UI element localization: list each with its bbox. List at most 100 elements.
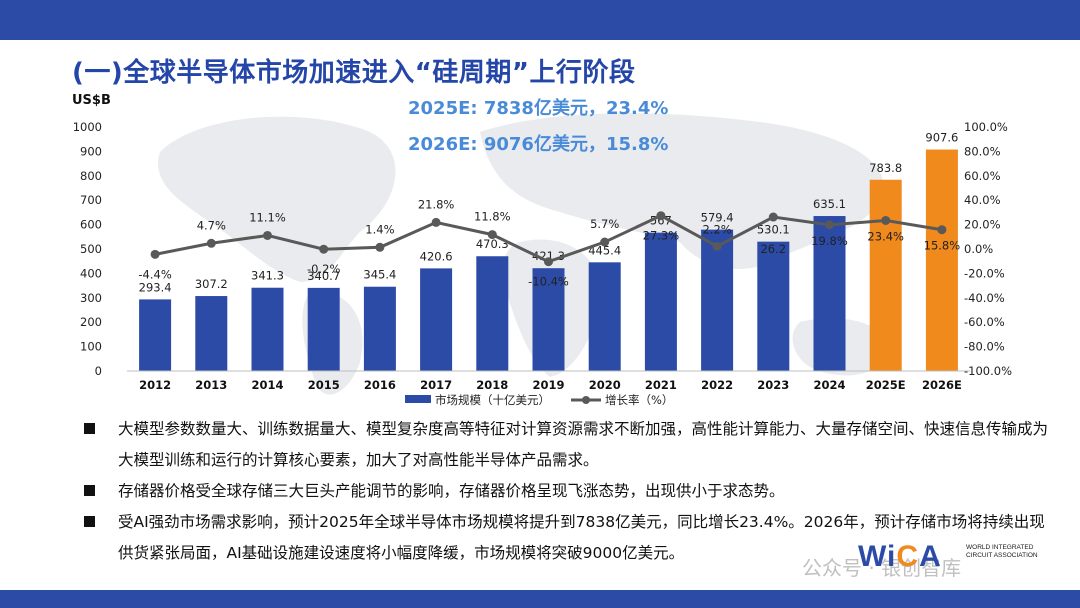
bar — [701, 229, 734, 371]
watermark: 公众号 · 银创智库 — [802, 556, 962, 580]
growth-rate-label: 4.7% — [197, 218, 226, 232]
left-axis-tick-label: 900 — [80, 144, 102, 158]
bar-value-label: 345.4 — [363, 268, 396, 282]
page-title: (一)全球半导体市场加速进入“硅周期”上行阶段 — [72, 58, 636, 88]
bar — [532, 268, 565, 371]
growth-rate-point — [825, 220, 834, 230]
bullet-square-icon — [84, 423, 95, 434]
bullet-text: 存储器价格受全球存储三大巨头产能调节的影响，存储器价格呈现飞涨态势，出现供小于求… — [118, 482, 785, 500]
bottom-band — [0, 590, 1080, 608]
x-axis-tick-label: 2021 — [645, 378, 677, 392]
x-axis-tick-label: 2013 — [195, 378, 227, 392]
bullet-item: 存储器价格受全球存储三大巨头产能调节的影响，存储器价格呈现飞涨态势，出现供小于求… — [84, 476, 1056, 507]
x-axis-tick-label: 2024 — [813, 378, 845, 392]
bullet-square-icon — [84, 516, 95, 527]
legend-bar-swatch — [405, 395, 431, 403]
x-axis-tick-label: 2017 — [420, 378, 452, 392]
bar-value-label: 635.1 — [813, 197, 846, 211]
right-axis-tick-label: 100.0% — [964, 120, 1008, 134]
right-axis-tick-label: 40.0% — [964, 193, 1001, 207]
growth-rate-label: 19.8% — [811, 234, 848, 248]
right-axis-tick-label: 0.0% — [964, 242, 993, 256]
x-axis-tick-label: 2014 — [251, 378, 283, 392]
growth-rate-point — [937, 225, 947, 235]
left-axis-tick-label: 500 — [80, 242, 102, 256]
bar-value-label: 445.4 — [588, 243, 621, 257]
legend-bar-label: 市场规模（十亿美元） — [435, 393, 550, 407]
right-axis-tick-label: 20.0% — [964, 218, 1001, 232]
growth-rate-point — [375, 242, 385, 252]
growth-rate-point — [150, 249, 160, 259]
bar — [925, 149, 958, 371]
right-axis-tick-label: -80.0% — [964, 340, 1005, 354]
bar-value-label: 783.8 — [869, 161, 902, 175]
bar — [195, 296, 228, 371]
growth-rate-point — [263, 230, 272, 240]
right-axis-tick-label: 60.0% — [964, 169, 1001, 183]
growth-rate-label: 23.4% — [867, 229, 904, 243]
bar — [307, 287, 340, 371]
growth-rate-label: -10.4% — [528, 275, 569, 289]
bar — [420, 268, 453, 371]
x-axis-tick-label: 2026E — [922, 378, 962, 392]
growth-rate-label: 27.3% — [643, 229, 680, 243]
x-axis-tick-label: 2023 — [757, 378, 789, 392]
x-axis-tick-label: 2020 — [589, 378, 621, 392]
growth-rate-label: 1.4% — [365, 222, 394, 236]
growth-rate-point — [656, 211, 666, 221]
right-axis-tick-label: -100.0% — [964, 364, 1012, 378]
growth-rate-label: 26.2 — [760, 242, 786, 256]
right-axis-tick-label: -20.0% — [964, 266, 1005, 280]
left-axis-tick-label: 700 — [80, 193, 102, 207]
right-axis-tick-label: -60.0% — [964, 315, 1005, 329]
bar-value-label: 340.7 — [307, 269, 340, 283]
left-axis-tick-label: 400 — [80, 266, 102, 280]
bullet-item: 大模型参数数量大、训练数据量大、模型复杂度高等特征对计算资源需求不断加强，高性能… — [84, 414, 1056, 476]
y-axis-unit-label: US$B — [72, 93, 111, 108]
growth-rate-label: 11.1% — [249, 210, 286, 224]
x-axis-tick-label: 2012 — [139, 378, 171, 392]
bullet-item: 受AI强劲市场需求影响，预计2025年全球半导体市场规模将提升到7838亿美元，… — [84, 507, 1056, 569]
growth-rate-label: -4.4% — [138, 267, 171, 281]
right-axis-tick-label: -40.0% — [964, 291, 1005, 305]
growth-rate-point — [881, 215, 891, 225]
bar — [251, 287, 284, 371]
bar — [363, 286, 396, 371]
bullet-square-icon — [84, 485, 95, 496]
bar-value-label: 307.2 — [195, 277, 228, 291]
wica-logo-subtitle: WORLD INTEGRATED CIRCUIT ASSOCIATION — [966, 544, 1038, 559]
bar-value-label: 293.4 — [139, 280, 172, 294]
growth-rate-point — [712, 241, 722, 251]
growth-rate-point — [768, 212, 778, 222]
left-axis-tick-label: 600 — [80, 218, 102, 232]
semiconductor-market-chart: US$B 0 100 200 300 400 500 600 700 800 900 1000 -100… — [72, 93, 1012, 407]
left-axis-tick-label: 100 — [80, 340, 102, 354]
growth-rate-label: 15.8% — [924, 239, 961, 253]
growth-rate-point — [487, 230, 497, 240]
bar — [588, 262, 621, 371]
bullet-text: 大模型参数数量大、训练数据量大、模型复杂度高等特征对计算资源需求不断加强，高性能… — [118, 420, 1049, 469]
x-axis-tick-label: 2019 — [532, 378, 564, 392]
left-axis-tick-label: 0 — [95, 364, 102, 378]
wica-logo-word: WiCA — [858, 540, 942, 573]
forecast-2025-highlight: 2025E: 7838亿美元，23.4% — [408, 98, 669, 119]
x-axis-tick-label: 2022 — [701, 378, 733, 392]
bar-value-label: 470.3 — [476, 237, 509, 251]
bar — [757, 241, 790, 371]
legend-line-label: 增长率（%） — [605, 393, 673, 407]
left-axis-tick-label: 800 — [80, 169, 102, 183]
x-axis-tick-label: 2018 — [476, 378, 508, 392]
legend-line-marker — [582, 396, 590, 404]
bar — [139, 299, 172, 371]
bullet-text: 受AI强劲市场需求影响，预计2025年全球半导体市场规模将提升到7838亿美元，… — [118, 513, 1045, 562]
growth-rate-point — [206, 238, 216, 248]
bar — [476, 256, 509, 371]
growth-rate-label: 2.2% — [702, 222, 731, 236]
bullet-list: 大模型参数数量大、训练数据量大、模型复杂度高等特征对计算资源需求不断加强，高性能… — [84, 414, 1056, 569]
bar — [813, 216, 846, 371]
forecast-2026-highlight: 2026E: 9076亿美元，15.8% — [408, 134, 669, 155]
right-axis-tick-label: 80.0% — [964, 144, 1001, 158]
bar — [644, 232, 677, 371]
growth-rate-label: 5.7% — [590, 217, 619, 231]
growth-rate-point — [600, 237, 610, 247]
